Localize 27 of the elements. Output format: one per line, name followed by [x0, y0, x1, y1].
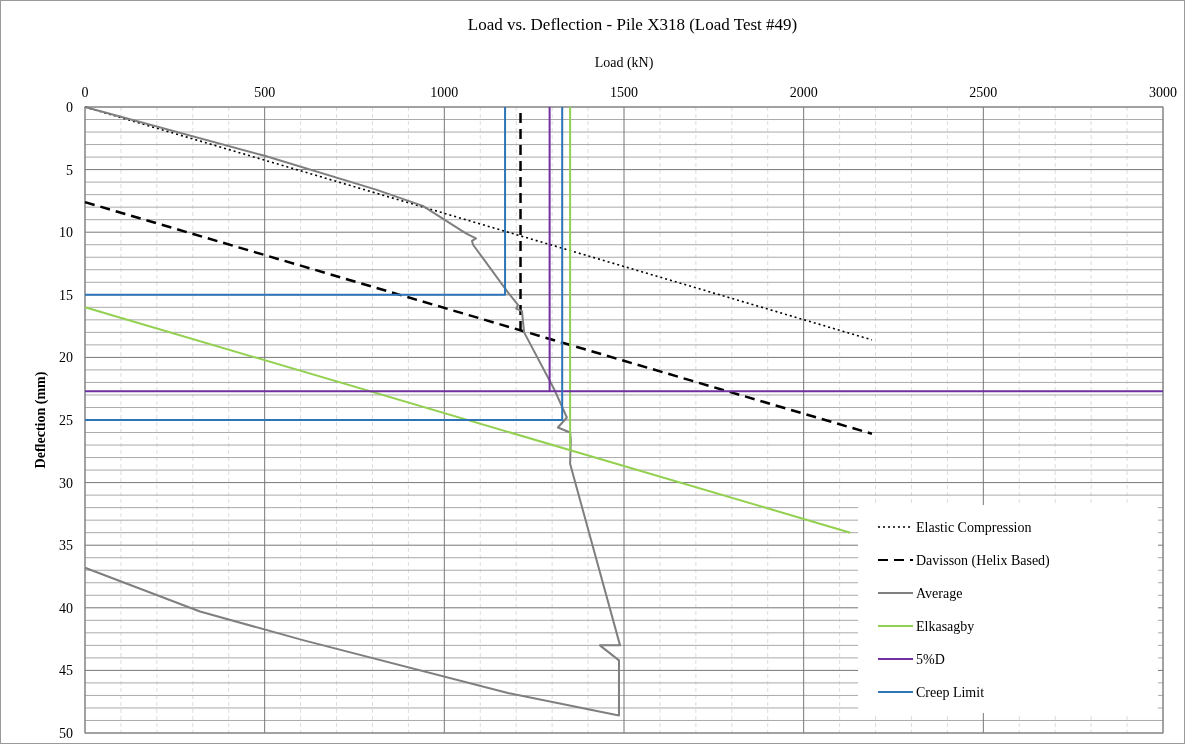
x-tick-label: 2000	[789, 85, 818, 100]
y-tick-label: 45	[59, 663, 73, 679]
legend-label: Elkasagby	[916, 619, 975, 634]
y-tick-label: 30	[59, 475, 73, 491]
legend-label: 5%D	[916, 652, 945, 667]
y-tick-label: 50	[59, 726, 73, 741]
y-axis-title: Deflection (mm)	[33, 371, 49, 469]
x-tick-label: 0	[81, 85, 89, 100]
y-tick-label: 15	[59, 287, 73, 303]
chart-title: Load vs. Deflection - Pile X318 (Load Test #49)	[467, 15, 798, 34]
y-tick-label: 5	[66, 162, 73, 178]
x-tick-label: 1500	[610, 85, 638, 100]
x-tick-label: 1000	[430, 85, 459, 100]
x-tick-label: 500	[254, 85, 276, 100]
y-tick-label: 20	[59, 350, 73, 366]
x-axis-title: Load (kN)	[594, 55, 654, 71]
y-tick-label: 35	[59, 538, 73, 554]
x-tick-label: 3000	[1149, 85, 1177, 100]
y-tick-label: 40	[59, 600, 73, 616]
y-tick-label: 25	[59, 413, 73, 428]
x-tick-label: 2500	[969, 85, 998, 100]
legend-label: Davisson (Helix Based)	[916, 553, 1051, 569]
y-tick-label: 0	[66, 100, 73, 115]
legend-label: Creep Limit	[916, 685, 985, 700]
legend-label: Average	[916, 586, 963, 601]
y-tick-label: 10	[59, 225, 73, 241]
legend-label: Elastic Compression	[916, 520, 1032, 535]
